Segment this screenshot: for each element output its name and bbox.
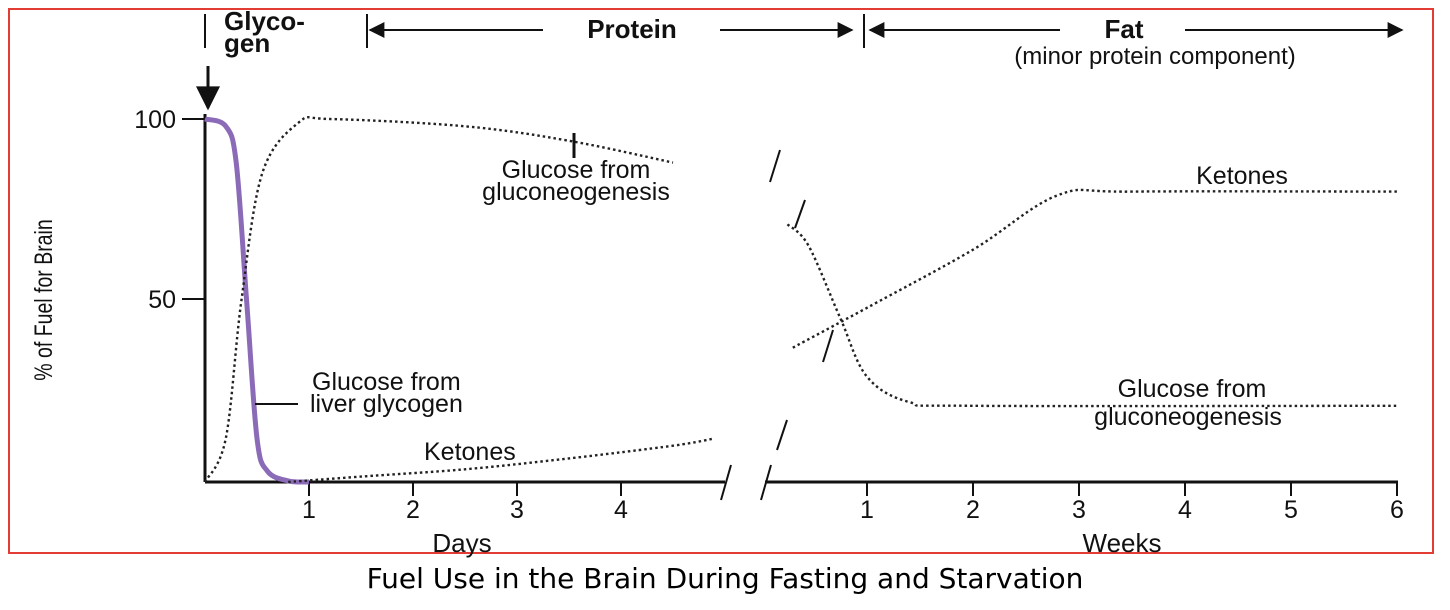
annotation-gluco-days-line1: Glucose from — [502, 156, 651, 184]
annotation-gluco-weeks-line1: Glucose from — [1118, 375, 1267, 403]
fuel-chart: Glyco- gen Protein Fat (minor protein co… — [30, 6, 1404, 558]
y-tick-label-100: 100 — [134, 106, 176, 134]
weeks-ticks: 1 2 3 4 5 6 — [860, 482, 1404, 524]
figure-caption: Fuel Use in the Brain During Fasting and… — [366, 562, 1084, 595]
axis-break-mark-right — [760, 464, 772, 501]
series-line-glucose-from-gluconeogenesis-weeks — [786, 223, 1398, 408]
x-axis-label-weeks: Weeks — [1083, 528, 1162, 558]
weeks-tick-label-4: 4 — [1178, 496, 1192, 524]
phase-label-glycogen-line2: gen — [224, 28, 270, 58]
days-tick-label-1: 1 — [302, 496, 316, 524]
days-tick-label-2: 2 — [406, 496, 420, 524]
series-layer — [203, 116, 1398, 485]
phase-label-protein: Protein — [587, 14, 677, 44]
weeks-tick-label-2: 2 — [966, 496, 980, 524]
y-tick-label-50: 50 — [148, 286, 176, 314]
weeks-tick-label-6: 6 — [1390, 496, 1404, 524]
series-line-ketones-days — [288, 437, 715, 484]
series-break-ketones-days — [776, 419, 788, 451]
days-tick-label-3: 3 — [510, 496, 524, 524]
axis-break-mark-left — [720, 464, 732, 501]
days-ticks: 1 2 3 4 — [302, 482, 628, 524]
weeks-tick-label-3: 3 — [1072, 496, 1086, 524]
weeks-tick-label-5: 5 — [1284, 496, 1298, 524]
x-axis-label-days: Days — [432, 528, 491, 558]
phase-label-glycogen: Glyco- — [224, 6, 305, 36]
annotation-liver-glycogen-line2: liver glycogen — [310, 390, 463, 418]
days-tick-label-4: 4 — [614, 496, 628, 524]
annotation-ketones-days: Ketones — [424, 438, 516, 466]
weeks-tick-label-1: 1 — [860, 496, 874, 524]
annotation-liver-glycogen-line1: Glucose from — [312, 368, 461, 396]
y-axis-label: % of Fuel for Brain — [30, 219, 58, 380]
series-line-ketones-weeks — [792, 188, 1398, 349]
phase-label-fat: Fat — [1105, 14, 1144, 44]
annotation-gluco-weeks-line2: gluconeogenesis — [1094, 403, 1282, 431]
series-break-gluco-weeks — [794, 199, 806, 229]
series-line-glucose-from-liver-glycogen-days — [204, 116, 310, 485]
annotation-ketones-weeks: Ketones — [1196, 162, 1288, 190]
series-break-gluco-days — [769, 149, 781, 183]
phase-label-fat-sub: (minor protein component) — [1014, 43, 1295, 70]
series-break-ketones-weeks — [822, 329, 834, 363]
annotation-gluco-days-line2: gluconeogenesis — [482, 178, 670, 206]
series-line-glucose-from-gluconeogenesis-days — [203, 116, 674, 483]
